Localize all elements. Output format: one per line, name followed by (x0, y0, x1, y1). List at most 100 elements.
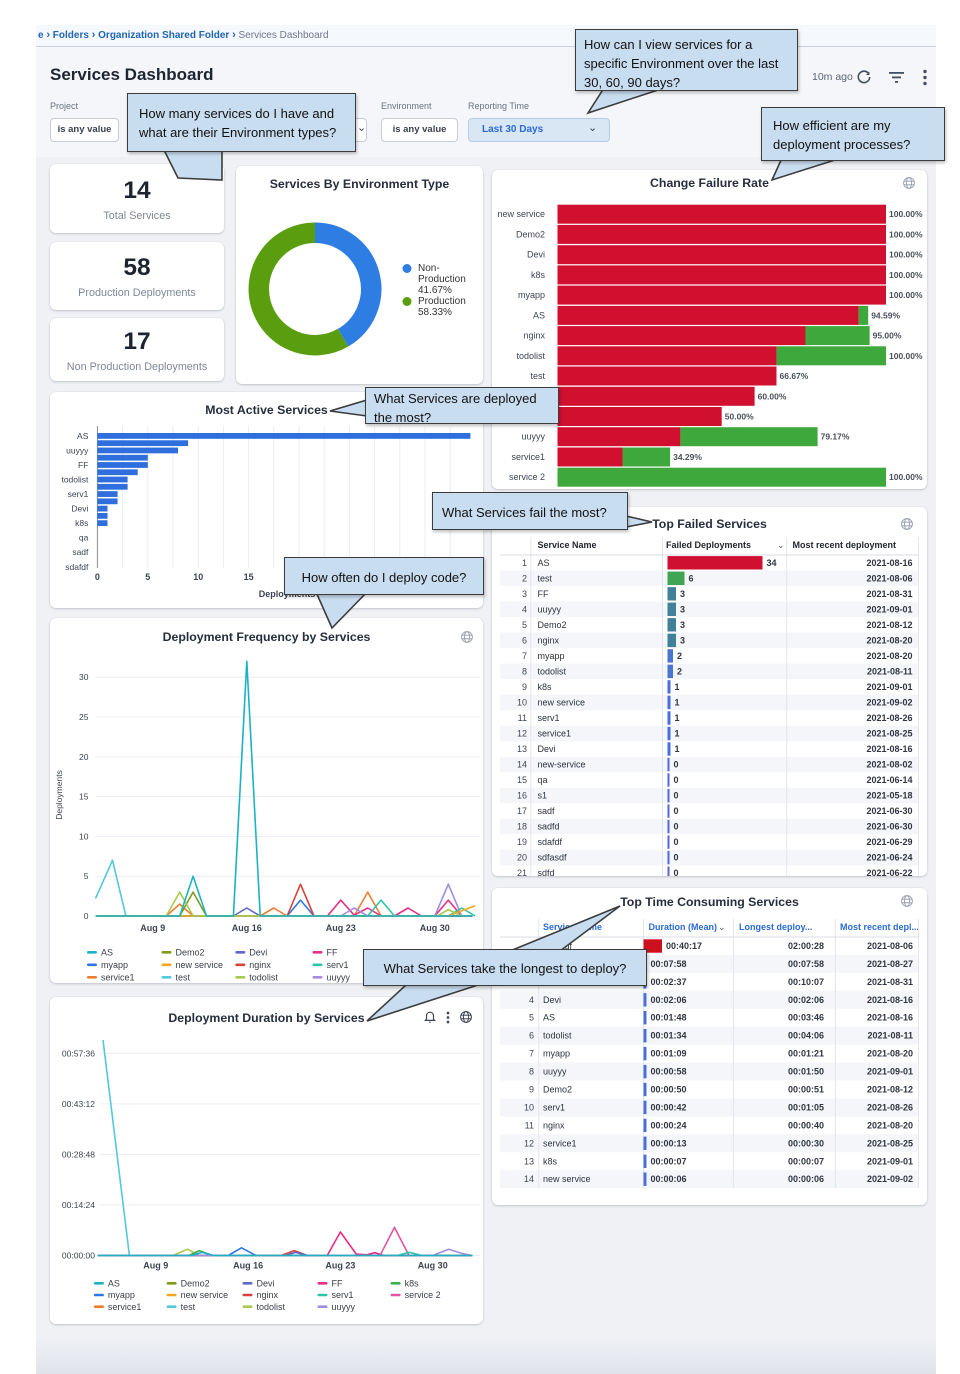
svg-text:00:00:50: 00:00:50 (651, 1085, 687, 1095)
svg-text:Demo2: Demo2 (516, 229, 545, 239)
svg-text:16: 16 (517, 791, 527, 801)
svg-text:2021-09-02: 2021-09-02 (867, 1174, 913, 1184)
svg-text:20: 20 (79, 752, 89, 762)
svg-text:test: test (181, 1302, 196, 1312)
svg-text:0: 0 (95, 572, 100, 582)
svg-text:50.00%: 50.00% (725, 412, 754, 422)
svg-text:k8s: k8s (75, 518, 88, 528)
svg-text:sdfasdf: sdfasdf (538, 853, 568, 863)
svg-text:AS: AS (538, 558, 550, 568)
svg-text:2021-08-26: 2021-08-26 (866, 713, 912, 723)
svg-text:00:00:30: 00:00:30 (788, 1138, 824, 1148)
svg-text:Aug 30: Aug 30 (418, 1261, 448, 1271)
svg-text:79.17%: 79.17% (821, 432, 850, 442)
svg-text:k8s: k8s (538, 682, 553, 692)
svg-text:2021-08-16: 2021-08-16 (867, 995, 913, 1005)
svg-text:1: 1 (675, 729, 680, 739)
svg-text:00:00:00: 00:00:00 (62, 1251, 95, 1261)
svg-text:2021-09-01: 2021-09-01 (867, 1067, 913, 1077)
svg-text:00:07:58: 00:07:58 (651, 959, 687, 969)
svg-text:00:10:07: 00:10:07 (788, 977, 824, 987)
svg-text:Devi: Devi (538, 744, 556, 754)
svg-text:2021-08-16: 2021-08-16 (867, 1013, 913, 1023)
svg-text:2021-09-01: 2021-09-01 (866, 682, 912, 692)
svg-text:Aug 9: Aug 9 (140, 923, 165, 933)
svg-text:11: 11 (525, 1120, 534, 1130)
svg-text:2021-08-31: 2021-08-31 (867, 977, 913, 987)
svg-text:myapp: myapp (543, 1049, 570, 1059)
svg-text:k8s: k8s (405, 1279, 420, 1289)
svg-text:17: 17 (517, 806, 527, 816)
svg-text:0: 0 (674, 853, 679, 863)
svg-text:Devi: Devi (257, 1279, 275, 1289)
svg-text:00:00:40: 00:00:40 (788, 1120, 824, 1130)
svg-text:serv1: serv1 (332, 1290, 354, 1300)
svg-text:2: 2 (677, 666, 682, 676)
svg-text:8: 8 (529, 1067, 534, 1077)
svg-text:Demo2: Demo2 (543, 1085, 572, 1095)
svg-text:00:00:07: 00:00:07 (651, 1156, 687, 1166)
svg-text:12: 12 (517, 729, 527, 739)
svg-text:2021-08-25: 2021-08-25 (866, 729, 912, 739)
svg-text:100.00%: 100.00% (889, 351, 923, 361)
svg-text:serv1: serv1 (538, 713, 560, 723)
svg-text:uuyyy: uuyyy (521, 432, 545, 442)
svg-text:2021-08-20: 2021-08-20 (867, 1049, 913, 1059)
svg-text:Aug 16: Aug 16 (233, 1261, 263, 1271)
svg-text:service1: service1 (101, 973, 135, 983)
svg-text:00:43:12: 00:43:12 (62, 1099, 95, 1109)
svg-text:94.59%: 94.59% (871, 310, 900, 320)
svg-text:Failed Deployments: Failed Deployments (666, 540, 751, 550)
svg-text:Devi: Devi (543, 995, 561, 1005)
svg-text:Aug 9: Aug 9 (143, 1261, 168, 1271)
svg-text:Aug 23: Aug 23 (326, 923, 356, 933)
svg-text:00:03:46: 00:03:46 (788, 1013, 824, 1023)
svg-text:3: 3 (680, 589, 685, 599)
svg-text:2021-06-14: 2021-06-14 (866, 775, 912, 785)
svg-text:7: 7 (529, 1049, 534, 1059)
svg-text:00:14:24: 00:14:24 (62, 1200, 95, 1210)
svg-text:4: 4 (522, 604, 527, 614)
svg-text:AS: AS (101, 948, 113, 958)
svg-text:test: test (176, 973, 191, 983)
svg-text:02:00:28: 02:00:28 (788, 941, 824, 951)
svg-text:2021-08-27: 2021-08-27 (867, 959, 913, 969)
svg-text:10: 10 (79, 831, 89, 841)
svg-text:myapp: myapp (538, 651, 565, 661)
svg-text:service 2: service 2 (509, 472, 545, 482)
svg-text:0: 0 (674, 837, 679, 847)
svg-text:nginx: nginx (543, 1120, 565, 1130)
svg-text:60.00%: 60.00% (758, 391, 787, 401)
svg-text:AS: AS (108, 1279, 120, 1289)
svg-text:10: 10 (524, 1102, 534, 1112)
svg-text:00:01:09: 00:01:09 (651, 1049, 687, 1059)
svg-text:qa: qa (538, 775, 548, 785)
svg-text:00:00:42: 00:00:42 (651, 1102, 687, 1112)
svg-text:2021-06-22: 2021-06-22 (866, 868, 912, 876)
svg-text:Demo2: Demo2 (176, 948, 205, 958)
svg-text:30: 30 (79, 672, 89, 682)
svg-text:uuyyy: uuyyy (66, 445, 89, 455)
svg-text:s1: s1 (538, 791, 548, 801)
svg-text:Demo2: Demo2 (181, 1279, 210, 1289)
svg-text:todolist: todolist (249, 973, 278, 983)
svg-text:todolist: todolist (543, 1031, 572, 1041)
svg-text:sadf: sadf (538, 806, 556, 816)
svg-text:00:00:07: 00:00:07 (788, 1156, 824, 1166)
svg-text:0: 0 (674, 791, 679, 801)
svg-text:serv1: serv1 (68, 489, 89, 499)
svg-text:00:01:34: 00:01:34 (651, 1031, 687, 1041)
svg-text:2021-08-16: 2021-08-16 (866, 744, 912, 754)
svg-text:66.67%: 66.67% (780, 371, 809, 381)
svg-text:1: 1 (522, 558, 527, 568)
svg-text:service1: service1 (543, 1138, 577, 1148)
svg-text:2021-08-31: 2021-08-31 (866, 589, 912, 599)
svg-text:100.00%: 100.00% (889, 209, 923, 219)
svg-text:100.00%: 100.00% (889, 229, 923, 239)
svg-text:AS: AS (543, 1013, 555, 1023)
svg-text:12: 12 (524, 1138, 534, 1148)
svg-text:3: 3 (680, 604, 685, 614)
svg-text:Devi: Devi (71, 504, 88, 514)
svg-text:sdafdf: sdafdf (538, 837, 563, 847)
svg-text:3: 3 (680, 635, 685, 645)
